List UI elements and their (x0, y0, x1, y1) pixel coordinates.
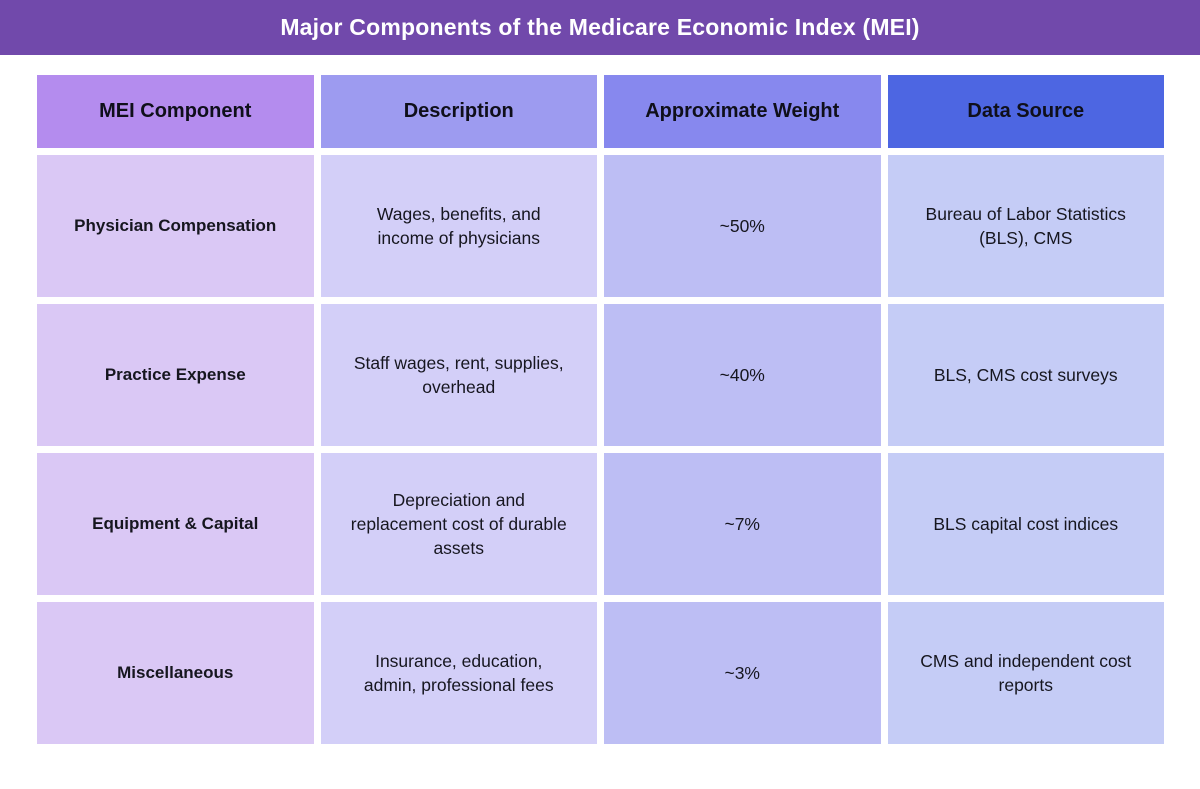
cell-component: Equipment & Capital (37, 453, 314, 595)
header-cell-approximate-weight: Approximate Weight (604, 75, 881, 148)
page-title: Major Components of the Medicare Economi… (280, 14, 920, 40)
cell-weight: ~3% (604, 602, 881, 744)
cell-description: Wages, benefits, and income of physician… (320, 155, 597, 297)
cell-weight: ~7% (604, 453, 881, 595)
cell-component: Practice Expense (37, 304, 314, 446)
cell-weight: ~50% (604, 155, 881, 297)
cell-description: Staff wages, rent, supplies, overhead (320, 304, 597, 446)
cell-weight: ~40% (604, 304, 881, 446)
mei-components-table: MEI Component Description Approximate We… (37, 75, 1164, 744)
cell-data-source: Bureau of Labor Statistics (BLS), CMS (887, 155, 1164, 297)
cell-data-source: BLS, CMS cost surveys (887, 304, 1164, 446)
cell-component: Miscellaneous (37, 602, 314, 744)
header-cell-description: Description (320, 75, 597, 148)
cell-description: Depreciation and replacement cost of dur… (320, 453, 597, 595)
cell-data-source: BLS capital cost indices (887, 453, 1164, 595)
cell-data-source: CMS and independent cost reports (887, 602, 1164, 744)
cell-component: Physician Compensation (37, 155, 314, 297)
header-cell-data-source: Data Source (887, 75, 1164, 148)
cell-description: Insurance, education, admin, professiona… (320, 602, 597, 744)
header-cell-mei-component: MEI Component (37, 75, 314, 148)
title-bar: Major Components of the Medicare Economi… (0, 0, 1200, 55)
